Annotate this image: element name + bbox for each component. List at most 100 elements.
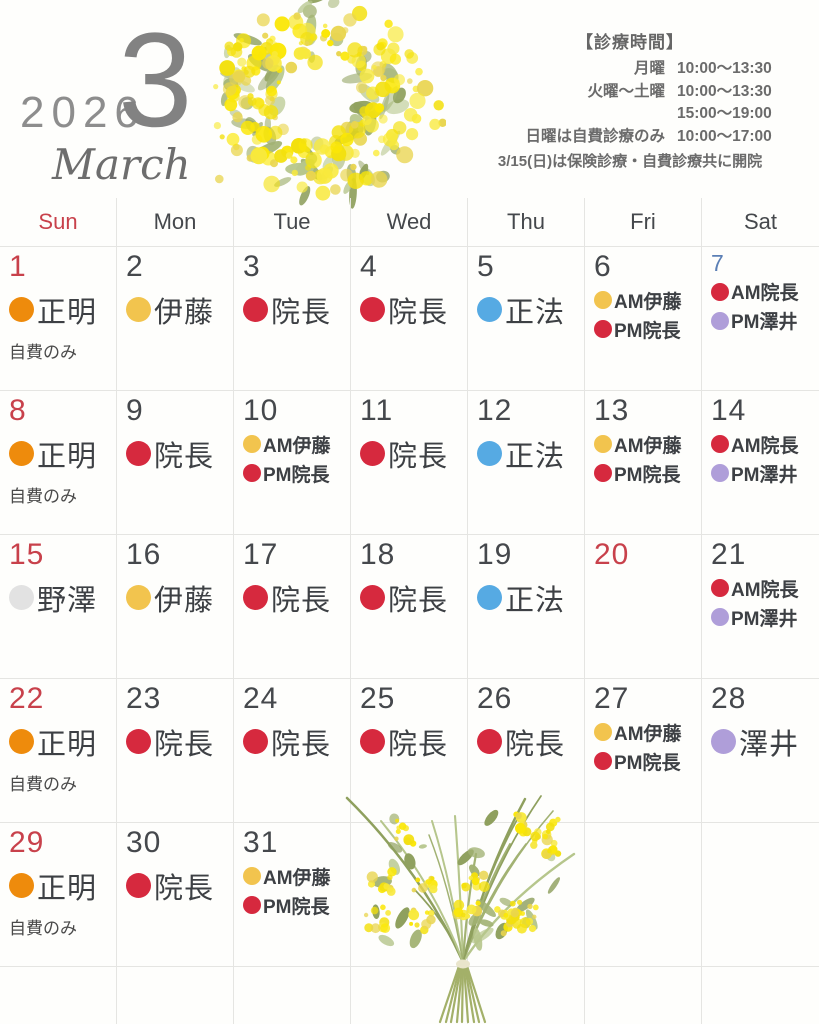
schedule-entry: AM院長 xyxy=(711,575,815,602)
day-number: 10 xyxy=(243,394,279,427)
staff-name: AM伊藤 xyxy=(614,291,682,313)
day-cell: 30 院長 xyxy=(117,823,234,967)
staff-name: AM院長 xyxy=(731,579,799,601)
red-dot-icon xyxy=(594,752,612,770)
schedule-entry: AM伊藤 xyxy=(243,431,346,458)
yellow-dot-icon xyxy=(594,291,612,309)
red-dot-icon xyxy=(594,464,612,482)
purple-dot-icon xyxy=(711,464,729,482)
staff-name: 院長 xyxy=(271,728,332,761)
day-cell: 15 野澤 xyxy=(0,535,117,679)
day-number: 11 xyxy=(360,394,394,427)
schedule-entry: 正法 xyxy=(477,289,580,331)
purple-dot-icon xyxy=(711,608,729,626)
day-number: 21 xyxy=(711,538,747,571)
calendar-grid: Sun Mon Tue Wed Thu Fri Sat 1 正明 自費のみ 2 伊藤 3 院長 4 院長 5 正法… xyxy=(0,198,819,1024)
hours-row-time: 10:00〜13:30 xyxy=(677,82,772,100)
staff-name: AM伊藤 xyxy=(614,723,682,745)
day-number: 25 xyxy=(360,682,396,715)
staff-name: 正明 xyxy=(37,728,98,761)
hours-row-label: 月曜 xyxy=(633,60,665,77)
schedule-entry: 正明 xyxy=(9,721,112,763)
day-number: 31 xyxy=(243,826,279,859)
weekday-header-tue: Tue xyxy=(234,198,351,247)
day-number: 2 xyxy=(126,250,144,283)
self-pay-note: 自費のみ xyxy=(9,342,77,362)
schedule-entry: AM伊藤 xyxy=(594,431,697,458)
day-number: 9 xyxy=(126,394,144,427)
day-cell: 1 正明 自費のみ xyxy=(0,247,117,391)
red-dot-icon xyxy=(243,464,261,482)
red-dot-icon xyxy=(477,729,502,754)
hours-row-time: 10:00〜17:00 xyxy=(677,127,772,145)
yellow-dot-icon xyxy=(594,435,612,453)
day-cell: 12 正法 xyxy=(468,391,585,535)
empty-cell xyxy=(0,967,117,1024)
day-number: 1 xyxy=(9,250,27,283)
weekday-header-wed: Wed xyxy=(351,198,468,247)
day-cell: 2 伊藤 xyxy=(117,247,234,391)
schedule-entry: PM澤井 xyxy=(711,604,815,631)
staff-name: PM院長 xyxy=(614,320,681,342)
yellow-dot-icon xyxy=(126,585,151,610)
schedule-entry: PM澤井 xyxy=(711,460,815,487)
schedule-entry: PM院長 xyxy=(243,460,346,487)
day-cell xyxy=(585,823,702,967)
day-cell xyxy=(351,823,468,967)
day-cell: 24 院長 xyxy=(234,679,351,823)
schedule-entry: AM院長 xyxy=(711,278,815,305)
day-cell: 29 正明 自費のみ xyxy=(0,823,117,967)
staff-name: 正明 xyxy=(37,872,98,905)
day-cell: 9 院長 xyxy=(117,391,234,535)
clinic-hours-panel: 【診療時間】 月曜 10:00〜13:30 火曜〜土曜 10:00〜13:30 15:0… xyxy=(455,28,805,171)
staff-name: AM伊藤 xyxy=(614,435,682,457)
schedule-entry: 院長 xyxy=(360,433,463,475)
staff-name: 院長 xyxy=(388,584,449,617)
day-number: 5 xyxy=(477,250,495,283)
blue-dot-icon xyxy=(477,297,502,322)
day-cell: 8 正明 自費のみ xyxy=(0,391,117,535)
red-dot-icon xyxy=(243,585,268,610)
day-number: 20 xyxy=(594,538,630,571)
yellow-dot-icon xyxy=(594,723,612,741)
day-cell: 19 正法 xyxy=(468,535,585,679)
day-cell: 28 澤井 xyxy=(702,679,819,823)
staff-name: 院長 xyxy=(388,296,449,329)
clinic-hours-note: 3/15(日)は保険診療・自費診療共に開院 xyxy=(497,153,763,170)
staff-name: 院長 xyxy=(154,872,215,905)
schedule-entry: PM院長 xyxy=(594,748,697,775)
day-number: 29 xyxy=(9,826,45,859)
day-number: 7 xyxy=(711,250,725,276)
empty-cell xyxy=(117,967,234,1024)
hours-row-time: 15:00〜19:00 xyxy=(677,105,772,122)
schedule-entry: 院長 xyxy=(360,721,463,763)
staff-name: AM伊藤 xyxy=(263,435,331,457)
schedule-entry: 伊藤 xyxy=(126,577,229,619)
staff-name: 院長 xyxy=(271,296,332,329)
orange-dot-icon xyxy=(9,297,34,322)
red-dot-icon xyxy=(711,282,729,301)
orange-dot-icon xyxy=(9,441,34,466)
self-pay-note: 自費のみ xyxy=(9,486,77,506)
empty-cell xyxy=(468,967,585,1024)
red-dot-icon xyxy=(711,579,729,597)
staff-name: AM院長 xyxy=(731,283,799,305)
yellow-dot-icon xyxy=(243,867,261,885)
schedule-entry: 野澤 xyxy=(9,577,112,619)
schedule-entry: 院長 xyxy=(360,289,463,331)
day-number: 6 xyxy=(594,250,612,283)
day-number: 17 xyxy=(243,538,279,571)
day-cell: 27 AM伊藤 PM院長 xyxy=(585,679,702,823)
weekday-header-thu: Thu xyxy=(468,198,585,247)
staff-name: 院長 xyxy=(505,728,566,761)
red-dot-icon xyxy=(360,585,385,610)
weekday-header-fri: Fri xyxy=(585,198,702,247)
schedule-entry: 正法 xyxy=(477,577,580,619)
day-cell: 23 院長 xyxy=(117,679,234,823)
day-cell: 26 院長 xyxy=(468,679,585,823)
staff-name: 正法 xyxy=(505,440,566,473)
red-dot-icon xyxy=(360,297,385,322)
red-dot-icon xyxy=(243,729,268,754)
clinic-hours-rows: 月曜 10:00〜13:30 火曜〜土曜 10:00〜13:30 15:00〜19:00… xyxy=(455,58,805,148)
red-dot-icon xyxy=(126,441,151,466)
